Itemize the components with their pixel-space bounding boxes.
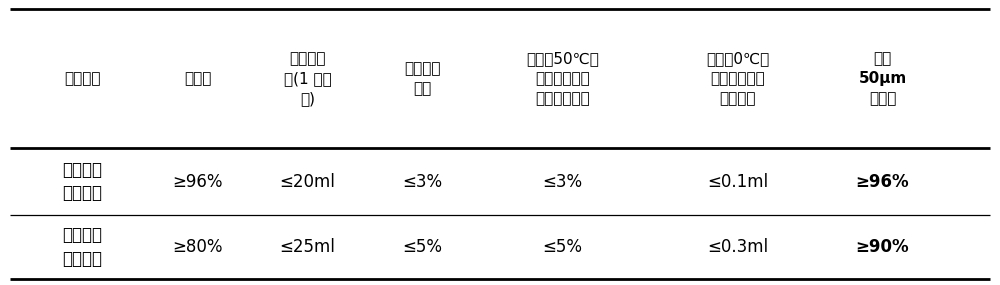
Text: 技术指标: 技术指标 (64, 71, 101, 86)
Text: 杀菌产品
规格要求: 杀菌产品 规格要求 (62, 227, 103, 268)
Text: 倾倒后残
余物: 倾倒后残 余物 (404, 61, 441, 96)
Text: ≤3%: ≤3% (402, 173, 443, 191)
Text: ≥90%: ≥90% (856, 238, 909, 256)
Text: ≤0.1ml: ≤0.1ml (707, 173, 768, 191)
Text: ≥80%: ≥80% (172, 238, 223, 256)
Text: 通过
50μm
试验筛: 通过 50μm 试验筛 (858, 51, 907, 106)
Text: ≤0.3ml: ≤0.3ml (707, 238, 768, 256)
Text: ≥96%: ≥96% (856, 173, 909, 191)
Text: 低温（0℃）
稳定性（离析
物体积）: 低温（0℃） 稳定性（离析 物体积） (706, 51, 769, 106)
Text: ≤20ml: ≤20ml (280, 173, 335, 191)
Text: 持久起泡
性(1 分钟
后): 持久起泡 性(1 分钟 后) (284, 51, 331, 106)
Text: ≤5%: ≤5% (542, 238, 582, 256)
Text: 热贮（50℃）
稳定性（有效
成分分解率）: 热贮（50℃） 稳定性（有效 成分分解率） (526, 51, 599, 106)
Text: 本发明所
有实施例: 本发明所 有实施例 (62, 161, 103, 202)
Text: ≥96%: ≥96% (172, 173, 223, 191)
Text: ≤25ml: ≤25ml (280, 238, 335, 256)
Text: ≤5%: ≤5% (402, 238, 442, 256)
Text: ≤3%: ≤3% (542, 173, 583, 191)
Text: 悬浮率: 悬浮率 (184, 71, 211, 86)
